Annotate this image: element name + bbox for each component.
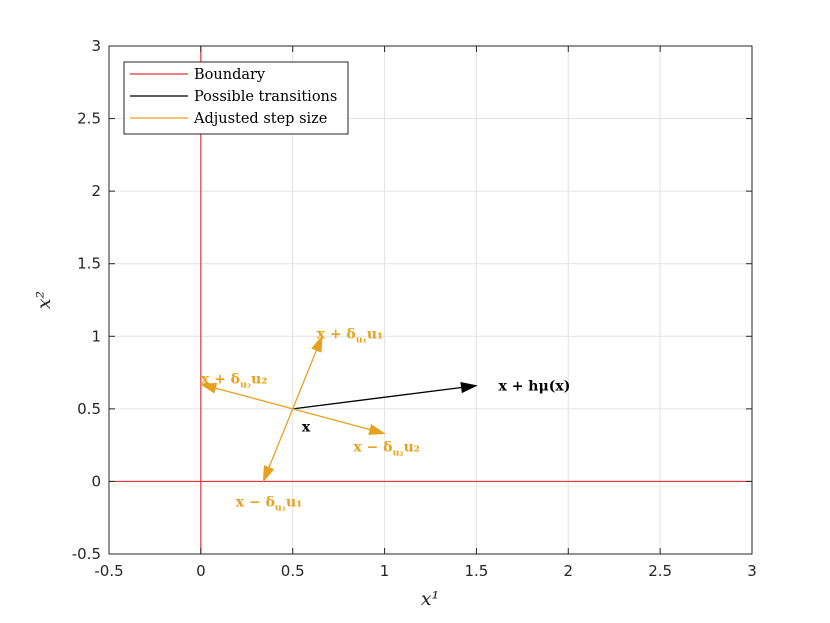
legend-label-adjusted: Adjusted step size <box>193 111 327 127</box>
x-tick-label-4: 1.5 <box>464 562 488 580</box>
adjusted-arrow-0 <box>292 335 323 410</box>
y-tick-label-7: 3 <box>91 37 101 55</box>
annotation-x-minus-delta-u2-part-2: u₂ <box>404 440 420 456</box>
annotation-x-plus-delta-u1-part-0: x + δ <box>317 326 356 342</box>
annotation-x-minus-delta-u1: x − δu₁u₁ <box>236 495 303 514</box>
adjusted-arrow-3-head <box>262 465 275 483</box>
x-tick-label-2: 0.5 <box>281 562 305 580</box>
transition-arrow-0-shaft <box>292 386 462 410</box>
y-axis-title: x² <box>33 291 55 309</box>
adjusted-arrow-0-head <box>311 335 323 353</box>
annotation-x-plus-h-mu-part-0: x + hμ(x) <box>498 379 570 395</box>
annotation-x-minus-delta-u2-part-1: u₂ <box>393 448 404 459</box>
transition-arrow-0-head <box>460 382 478 394</box>
annotation-x-plus-h-mu: x + hμ(x) <box>498 379 570 395</box>
adjusted-arrow-2 <box>199 382 293 410</box>
annotation-x-minus-delta-u1-part-1: u₁ <box>275 503 286 514</box>
annotation-x-minus-delta-u2: x − δu₂u₂ <box>353 440 420 459</box>
adjusted-arrow-3 <box>262 408 294 483</box>
y-tick-label-2: 0.5 <box>77 400 101 418</box>
x-tick-label-0: -0.5 <box>94 562 123 580</box>
adjusted-arrow-1-head <box>368 424 386 435</box>
annotation-x-plus-delta-u1-part-1: u₁ <box>356 334 367 345</box>
x-tick-label-5: 2 <box>564 562 574 580</box>
transition-arrow-0 <box>292 382 478 410</box>
annotation-x: x <box>302 419 311 435</box>
x-tick-label-7: 3 <box>747 562 757 580</box>
y-tick-label-4: 1.5 <box>77 255 101 273</box>
annotation-x-plus-delta-u1: x + δu₁u₁ <box>317 326 384 345</box>
legend-label-boundary: Boundary <box>194 67 266 83</box>
annotation-x-part-0: x <box>302 419 311 435</box>
adjusted-arrow-1-shaft <box>292 408 371 431</box>
x-tick-label-1: 0 <box>196 562 206 580</box>
axis-ticks: -0.5 0 0.5 1 1.5 2 2.5 3 -0.5 0 0.5 1 1.5 2 2.5 3 <box>72 37 757 580</box>
y-tick-label-6: 2.5 <box>77 110 101 128</box>
adjusted-arrow-3-shaft <box>268 408 294 468</box>
y-tick-label-3: 1 <box>91 327 101 345</box>
adjusted-arrow-0-shaft <box>292 349 318 410</box>
y-tick-label-0: -0.5 <box>72 545 101 563</box>
legend-label-transition: Possible transitions <box>194 89 337 105</box>
adjusted-arrow-2-head <box>199 382 218 394</box>
annotation-x-plus-delta-u1-part-2: u₁ <box>367 326 383 342</box>
annotation-x-plus-delta-u2-part-0: x + δ <box>201 371 240 387</box>
annotation-x-minus-delta-u1-part-0: x − δ <box>236 495 275 511</box>
y-tick-label-1: 0 <box>91 472 101 490</box>
annotation-x-plus-delta-u2-part-2: u₂ <box>251 371 267 387</box>
annotation-x-plus-delta-u2: x + δu₂u₂ <box>201 371 268 390</box>
adjusted-arrow-2-shaft <box>215 387 293 410</box>
legend: Boundary Possible transitions Adjusted ste… <box>123 61 349 135</box>
adjusted-arrow-1 <box>292 408 386 435</box>
annotation-x-minus-delta-u2-part-0: x − δ <box>353 440 392 456</box>
plot-area-frame <box>108 45 753 555</box>
plot-series <box>109 46 752 554</box>
x-tick-label-3: 1 <box>380 562 390 580</box>
y-tick-label-5: 2 <box>91 182 101 200</box>
x-axis-title: x¹ <box>421 588 439 610</box>
x-tick-label-6: 2.5 <box>648 562 672 580</box>
annotation-x-minus-delta-u1-part-2: u₁ <box>286 495 302 511</box>
annotation-x-plus-delta-u2-part-1: u₂ <box>240 379 251 390</box>
